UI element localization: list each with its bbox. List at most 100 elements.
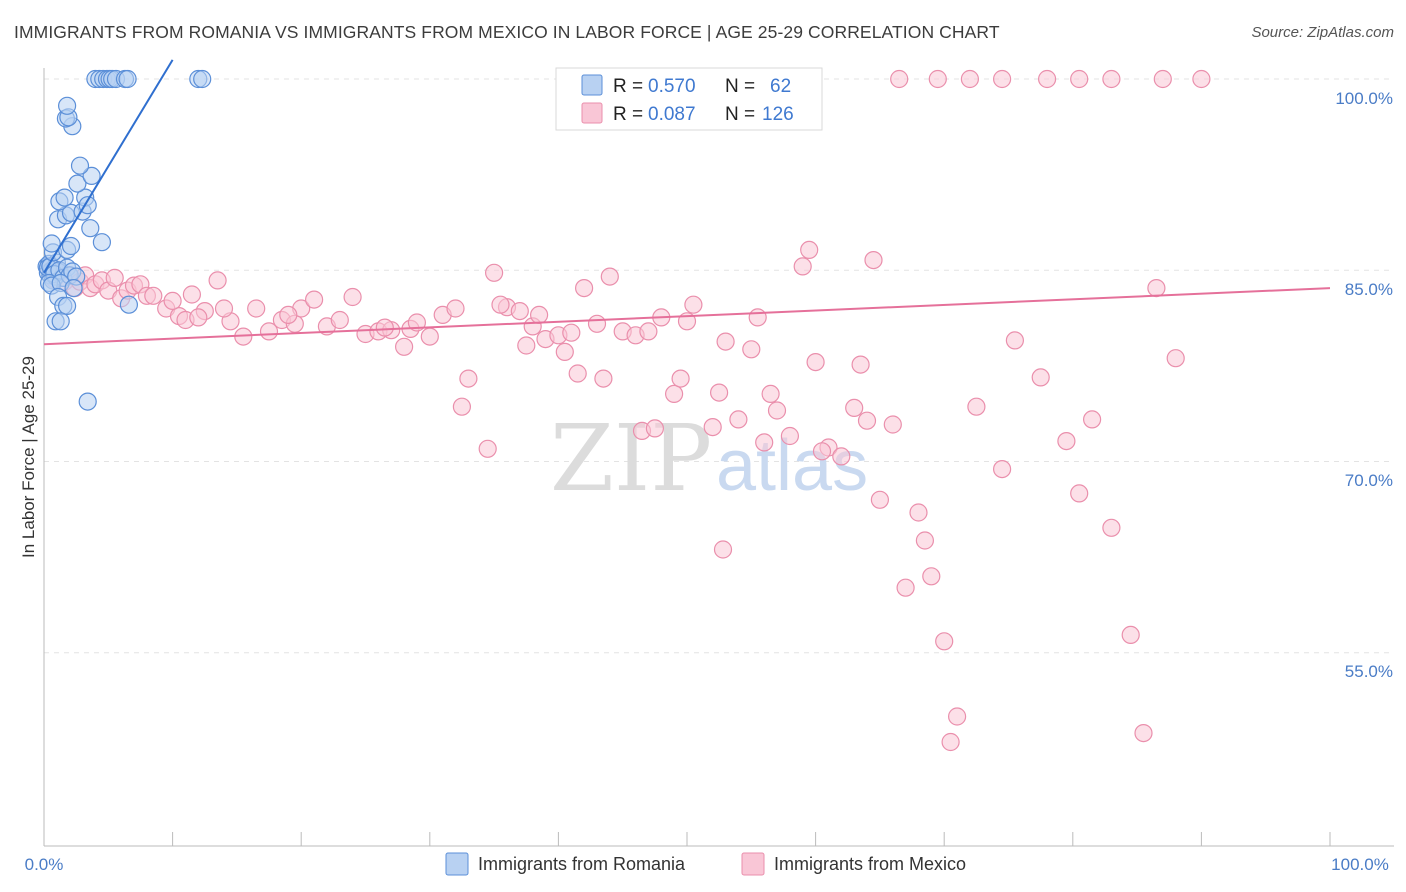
mexico-data-point: [748, 308, 767, 327]
mexico-data-point: [716, 332, 735, 351]
mexico-data-point: [992, 460, 1012, 479]
mexico-data-point: [684, 295, 703, 314]
mexico-data-point: [812, 442, 832, 461]
mexico-data-point: [845, 398, 864, 417]
mexico-data-point: [395, 337, 414, 356]
mexico-data-point: [1037, 69, 1057, 89]
mexico-data-point: [594, 369, 613, 388]
romania-data-point: [119, 295, 138, 314]
bottom-legend-mexico-label: Immigrants from Mexico: [774, 854, 966, 874]
mexico-data-point: [214, 299, 234, 318]
y-axis-label: In Labor Force | Age 25-29: [19, 356, 38, 558]
mexico-data-point: [491, 295, 510, 314]
mexico-data-point: [960, 69, 980, 89]
mexico-data-point: [947, 707, 967, 726]
mexico-data-point: [144, 286, 163, 305]
gridlines: [44, 78, 1394, 654]
y-tick-label-55: 55.0%: [1345, 662, 1393, 681]
romania-data-point: [51, 312, 70, 331]
y-tick-label-70: 70.0%: [1345, 471, 1393, 490]
romania-data-point: [57, 96, 77, 115]
mexico-data-point: [755, 433, 774, 452]
bottom-legend-romania-swatch: [445, 852, 469, 876]
correlation-legend: R = 0.570 N = 62 R = 0.087 N = 126: [555, 67, 823, 131]
mexico-series: [41, 69, 1211, 752]
legend-mexico-r-label: R =: [613, 104, 643, 125]
mexico-data-point: [1192, 69, 1211, 89]
mexico-data-point: [1121, 625, 1140, 645]
mexico-data-point: [485, 263, 504, 282]
mexico-data-point: [1057, 432, 1076, 451]
mexico-data-point: [555, 342, 574, 361]
mexico-data-point: [709, 383, 729, 402]
legend-romania-r-value: 0.570: [648, 76, 696, 97]
romania-data-point: [61, 236, 81, 256]
mexico-data-point: [452, 397, 471, 416]
bottom-legend-romania-label: Immigrants from Romania: [478, 854, 686, 874]
mexico-data-point: [890, 69, 909, 89]
mexico-data-point: [446, 299, 465, 318]
mexico-data-point: [259, 322, 279, 341]
mexico-data-point: [992, 69, 1012, 89]
legend-mexico-r-value: 0.087: [648, 104, 696, 125]
mexico-data-point: [1070, 484, 1089, 503]
mexico-data-point: [1082, 410, 1102, 429]
mexico-data-point: [1102, 518, 1121, 537]
mexico-data-point: [713, 540, 733, 559]
mexico-data-point: [941, 732, 960, 752]
mexico-data-point: [459, 369, 478, 388]
mexico-data-point: [1153, 69, 1172, 89]
mexico-data-point: [343, 287, 362, 307]
mexico-data-point: [105, 268, 124, 287]
mexico-data-point: [883, 415, 902, 434]
mexico-data-point: [909, 503, 928, 522]
mexico-data-point: [574, 279, 594, 298]
mexico-data-point: [793, 257, 812, 276]
mexico-data-point: [703, 418, 722, 437]
mexico-data-point: [189, 308, 208, 327]
mexico-data-point: [1134, 723, 1153, 743]
y-tick-label-85: 85.0%: [1345, 280, 1393, 299]
source-label: Source: ZipAtlas.com: [1251, 24, 1394, 41]
mexico-data-point: [529, 305, 549, 324]
mexico-data-point: [587, 314, 607, 333]
mexico-data-point: [562, 323, 581, 342]
legend-mexico-n-value: 126: [762, 104, 794, 125]
mexico-data-point: [279, 305, 298, 324]
mexico-data-point: [645, 419, 665, 438]
mexico-data-point: [780, 426, 800, 446]
mexico-data-point: [915, 531, 935, 550]
mexico-data-point: [600, 267, 619, 286]
x-tick-label-0: 0.0%: [25, 855, 64, 874]
mexico-data-point: [330, 310, 349, 330]
mexico-data-point: [1147, 279, 1166, 298]
series-legend: Immigrants from Romania Immigrants from …: [445, 852, 966, 876]
romania-data-point: [70, 156, 90, 175]
romania-trend-line: [43, 59, 174, 274]
mexico-data-point: [1005, 331, 1025, 350]
bottom-legend-mexico-swatch: [741, 852, 765, 876]
mexico-data-point: [935, 632, 954, 651]
mexico-data-point: [767, 401, 787, 420]
romania-data-point: [78, 392, 97, 411]
mexico-data-point: [928, 69, 947, 89]
legend-mexico-n-label: N =: [725, 104, 755, 125]
mexico-data-point: [420, 327, 439, 346]
watermark-zip: ZIP: [550, 405, 712, 512]
mexico-data-point: [208, 271, 227, 290]
mexico-data-point: [857, 411, 877, 430]
mexico-trend-line: [43, 287, 1331, 346]
mexico-data-point: [1031, 368, 1050, 387]
chart-title: IMMIGRANTS FROM ROMANIA VS IMMIGRANTS FR…: [14, 22, 1000, 42]
mexico-data-point: [967, 397, 986, 416]
mexico-data-point: [800, 240, 819, 259]
legend-romania-swatch: [581, 74, 603, 96]
mexico-data-point: [729, 410, 748, 429]
mexico-data-point: [864, 251, 883, 270]
mexico-data-point: [247, 299, 266, 318]
romania-data-point: [92, 233, 112, 252]
mexico-data-point: [639, 322, 658, 341]
romania-data-point: [55, 188, 74, 207]
mexico-data-point: [664, 384, 684, 403]
